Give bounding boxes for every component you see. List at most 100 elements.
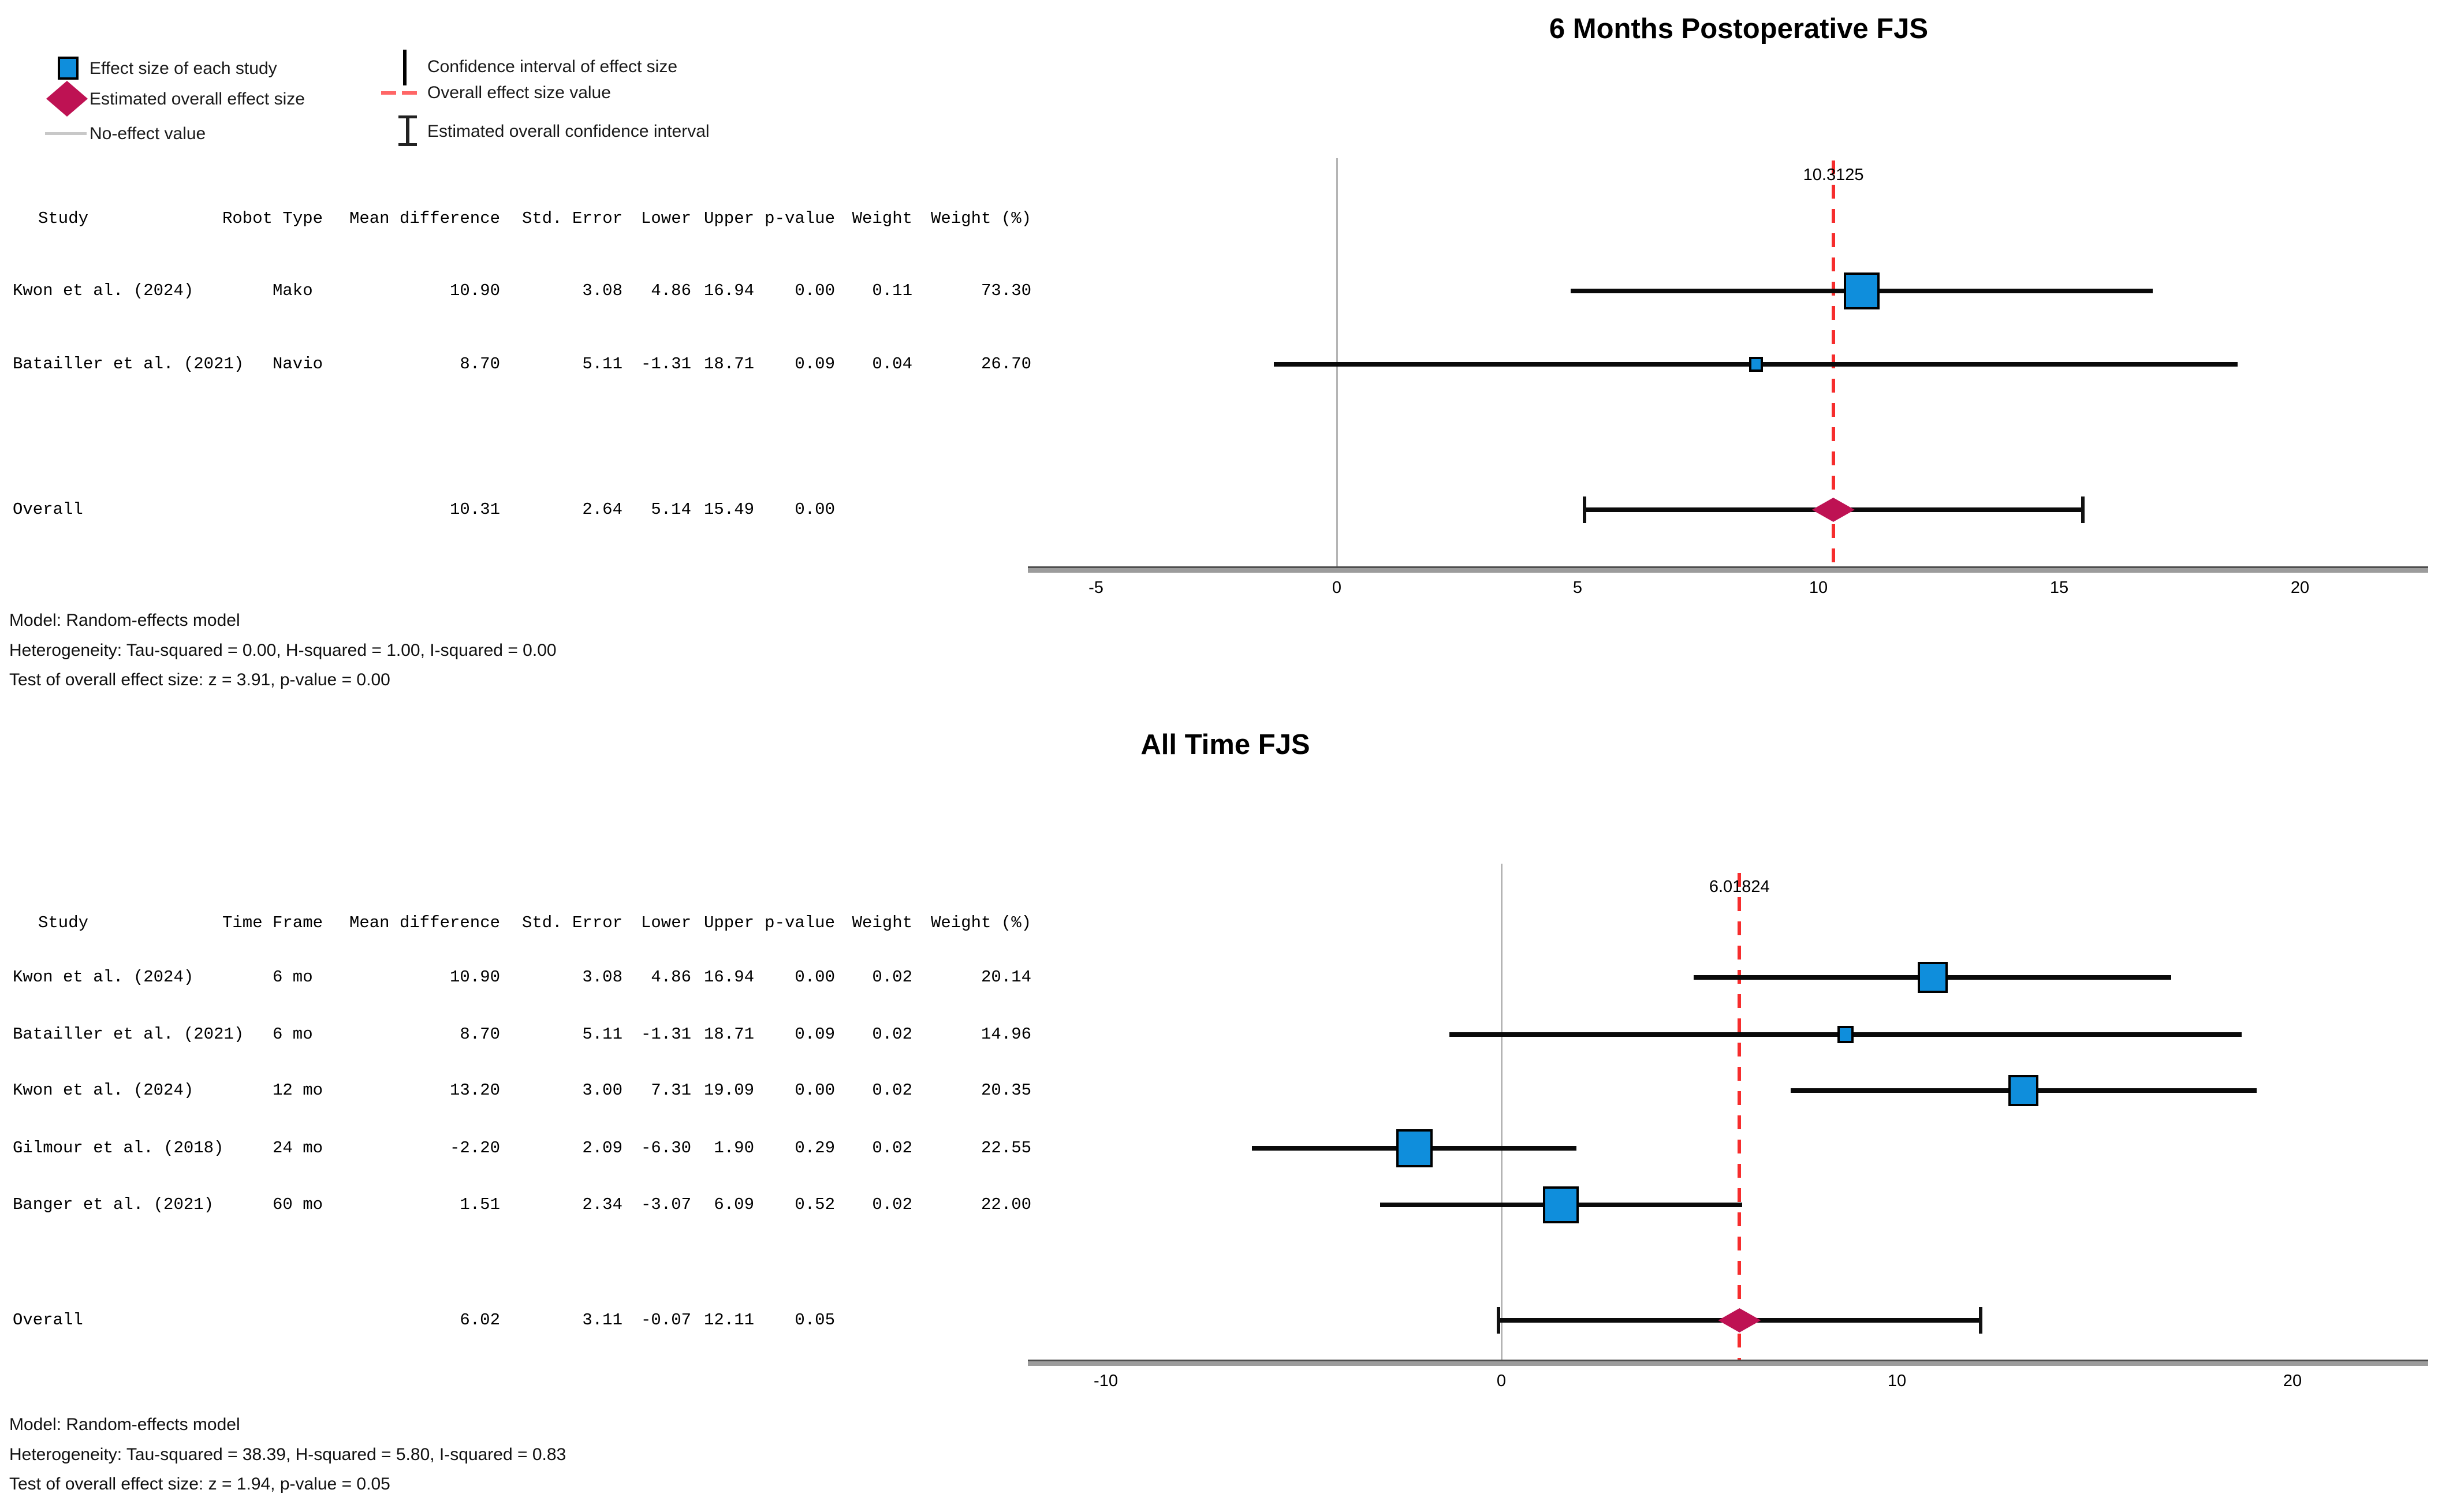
overall-row-cell: 12.11 [703,1311,754,1330]
table-row-cell: -1.31 [640,354,691,374]
heterogeneity-note: Heterogeneity: Tau-squared = 38.39, H-sq… [9,1445,566,1464]
table-row-cell: 0.04 [872,354,912,374]
legend-overall-ci-label: Estimated overall confidence interval [427,122,710,141]
x-axis-tick-label: 10 [1887,1372,1907,1390]
table-row-cell: Batailler et al. (2021) [13,354,244,374]
table-row-cell: 8.70 [460,354,500,374]
table-row-cell: 0.00 [795,1081,835,1100]
x-axis-tick-label: 20 [2290,578,2310,597]
table-header-cell: Upper [703,209,754,228]
table-header-cell: Weight (%) [930,913,1031,932]
table-row-cell: 5.11 [582,354,622,374]
overall-row-cell: Overall [13,1311,83,1330]
table-row-cell: 14.96 [981,1025,1031,1044]
table-header-cell: Lower [640,913,691,932]
x-axis-tick-label: -5 [1088,578,1104,597]
overall-value-label: 6.01824 [1709,878,1770,896]
table-row-cell: Banger et al. (2021) [13,1195,214,1214]
table-row-cell: 3.08 [582,968,622,987]
table-row-cell: 18.71 [703,354,754,374]
x-axis-tick-label: 20 [2283,1372,2302,1390]
table-row-cell: 1.51 [460,1195,500,1214]
panel-1-title: 6 Months Postoperative FJS [1549,13,1929,44]
x-axis [1028,1360,2428,1366]
table-row-cell: 6 mo [273,1025,313,1044]
table-row-cell: 10.90 [449,968,500,987]
table-header-cell: Study [38,209,89,228]
table-row-cell: 0.00 [795,968,835,987]
table-row-cell: 22.00 [981,1195,1031,1214]
table-row-cell: 2.34 [582,1195,622,1214]
overall-ci-left-cap [1497,1307,1501,1334]
table-row-cell: 0.29 [795,1138,835,1158]
x-axis-tick-label: 5 [1572,578,1583,597]
table-header-cell: Time Frame [222,913,323,932]
overall-value-label: 10.3125 [1803,166,1864,184]
table-row-cell: -6.30 [640,1138,691,1158]
overall-value-dash-icon [381,91,396,95]
table-header-cell: p-value [765,913,835,932]
table-row-cell: 8.70 [460,1025,500,1044]
no-effect-line [1500,864,1503,1362]
table-row-cell: 0.52 [795,1195,835,1214]
table-row-cell: Mako [273,281,313,300]
effect-square [1917,962,1948,993]
legend-ci-label: Confidence interval of effect size [427,57,678,76]
overall-row-cell: 6.02 [460,1311,500,1330]
table-header-cell: Study [38,913,89,932]
table-header-cell: Robot Type [222,209,323,228]
overall-row-cell: 0.00 [795,500,835,519]
legend-no-effect-label: No-effect value [90,124,206,143]
table-row-cell: 6.09 [714,1195,754,1214]
x-axis-tick-label: -10 [1094,1372,1118,1390]
effect-square [1396,1129,1433,1167]
table-header-cell: Weight [852,913,912,932]
table-row-cell: 24 mo [273,1138,323,1158]
table-row-cell: 18.71 [703,1025,754,1044]
table-row-cell: 1.90 [714,1138,754,1158]
x-axis [1028,566,2428,573]
table-row-cell: 12 mo [273,1081,323,1100]
table-header-cell: p-value [765,209,835,228]
model-note: Model: Random-effects model [9,1415,240,1434]
table-row-cell: 0.02 [872,1025,912,1044]
effect-square [1543,1186,1579,1223]
table-header-cell: Upper [703,913,754,932]
x-axis-tick-label: 0 [1332,578,1342,597]
table-row-cell: 4.86 [651,281,691,300]
overall-test-note: Test of overall effect size: z = 3.91, p… [9,670,390,689]
overall-ci-right-cap [2081,496,2085,523]
overall-value-dash-icon [402,91,417,95]
table-row-cell: 26.70 [981,354,1031,374]
overall-diamond [1718,1308,1761,1332]
overall-row-cell: 15.49 [703,500,754,519]
table-row-cell: 5.11 [582,1025,622,1044]
overall-ci-right-cap [1978,1307,1982,1334]
overall-row-cell: -0.07 [640,1311,691,1330]
overall-row-cell: 10.31 [449,500,500,519]
table-row-cell: 20.35 [981,1081,1031,1100]
effect-square [1837,1026,1854,1043]
table-header-cell: Lower [640,209,691,228]
overall-row-cell: 5.14 [651,500,691,519]
table-row-cell: 2.09 [582,1138,622,1158]
table-header-cell: Std. Error [521,913,622,932]
no-effect-line-icon [45,132,87,135]
table-row-cell: -2.20 [449,1138,500,1158]
effect-square [2008,1075,2039,1106]
table-header-cell: Mean difference [349,913,500,932]
overall-row-cell: 0.05 [795,1311,835,1330]
table-row-cell: 0.09 [795,1025,835,1044]
overall-ci-left-cap [1582,496,1586,523]
table-row-cell: 3.08 [582,281,622,300]
table-row-cell: Batailler et al. (2021) [13,1025,244,1044]
table-header-cell: Std. Error [521,209,622,228]
table-row-cell: 6 mo [273,968,313,987]
table-row-cell: 20.14 [981,968,1031,987]
table-row-cell: 0.02 [872,1081,912,1100]
table-row-cell: Gilmour et al. (2018) [13,1138,224,1158]
ci-line-icon [403,50,407,85]
study-square-icon [58,57,79,80]
effect-square [1749,357,1763,372]
